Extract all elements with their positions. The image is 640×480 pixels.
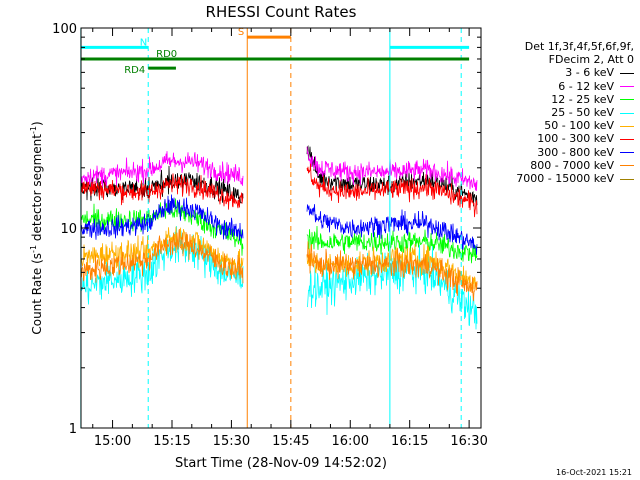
legend-entry-label: 7000 - 15000 keV [516,172,614,186]
trace-800-7000keV [81,228,478,302]
legend-swatch [620,72,634,74]
y-tick-label-2: 10 [60,222,77,237]
trace-300-800keV [81,194,478,255]
legend-entry: 50 - 100 keV [484,119,634,132]
legend-entry-label: 12 - 25 keV [551,92,614,106]
y-tick-label-1: 1 [69,422,77,437]
x-tick-label-1: 15:00 [94,434,131,449]
legend-swatch [620,138,634,140]
y-axis-label-middle: detector segment [30,134,44,245]
y-axis-label-sup1: -1 [29,245,38,253]
series-traces [81,145,478,330]
legend-header-line-1: Det 1f,3f,4f,5f,6f,9f, [524,40,634,53]
trace-6-12keV [81,146,478,191]
legend-entry: 800 - 7000 keV [484,159,634,172]
x-tick-label-4: 15:45 [272,434,309,449]
legend-swatch [620,125,634,127]
chart-title: RHESSI Count Rates [206,3,357,21]
x-tick-label-7: 16:30 [450,434,487,449]
legend-entry: 3 - 6 keV [484,66,634,79]
y-axis-label-end: ) [30,121,44,126]
x-tick-label-5: 16:00 [332,434,369,449]
legend-swatch [620,152,634,154]
legend-entry-label: 3 - 6 keV [565,66,614,80]
axes: 15:00 15:15 15:30 15:45 16:00 16:15 16:30 1 10 10… [52,22,488,449]
y-axis-label: Count Rate (s-1 detector segment-1) [29,121,44,334]
x-tick-label-2: 15:15 [153,434,190,449]
legend-entry-label: 50 - 100 keV [544,119,614,133]
legend-entry-label: 25 - 50 keV [551,106,614,120]
legend-swatch [620,99,634,101]
y-tick-label-3: 100 [52,22,77,37]
generation-timestamp: 16-Oct-2021 15:21 [556,468,632,477]
legend-swatch [620,165,634,167]
annotation-label-rd0: RD0 [156,49,177,60]
trace-3-6keV [81,145,478,207]
x-tick-label-3: 15:30 [213,434,250,449]
x-axis-label: Start Time (28-Nov-09 14:52:02) [175,456,387,471]
legend-entry: 100 - 300 keV [484,132,634,145]
trace-100-300keV [81,163,478,218]
legend-entry-label: 6 - 12 keV [558,79,614,93]
legend-entry-label: 300 - 800 keV [537,145,614,159]
legend-entry: 300 - 800 keV [484,146,634,159]
legend-items: 3 - 6 keV 6 - 12 keV 12 - 25 keV 25 - 50 ke… [484,66,634,185]
legend-swatch [620,178,634,180]
legend-entry-label: 800 - 7000 keV [530,158,614,172]
legend: Det 1f,3f,4f,5f,6f,9f, FDecim 2, Att 0 3… [484,40,634,185]
legend-swatch [620,112,634,114]
legend-entry: 12 - 25 keV [484,93,634,106]
y-axis-label-main: Count Rate (s [30,253,44,335]
legend-entry: 7000 - 15000 keV [484,172,634,185]
annotation-label-s: S [238,27,244,38]
legend-entry-label: 100 - 300 keV [537,132,614,146]
legend-header-line-2: FDecim 2, Att 0 [548,53,634,67]
instrument-state-overlays: N RD0 RD4 S [80,27,470,428]
x-tick-label-6: 16:15 [391,434,428,449]
legend-swatch [620,86,634,88]
legend-entry: 6 - 12 keV [484,80,634,93]
legend-entry: 25 - 50 keV [484,106,634,119]
annotation-label-n: N [140,37,147,48]
y-axis-label-sup2: -1 [29,126,38,134]
annotation-label-rd4: RD4 [124,65,145,76]
